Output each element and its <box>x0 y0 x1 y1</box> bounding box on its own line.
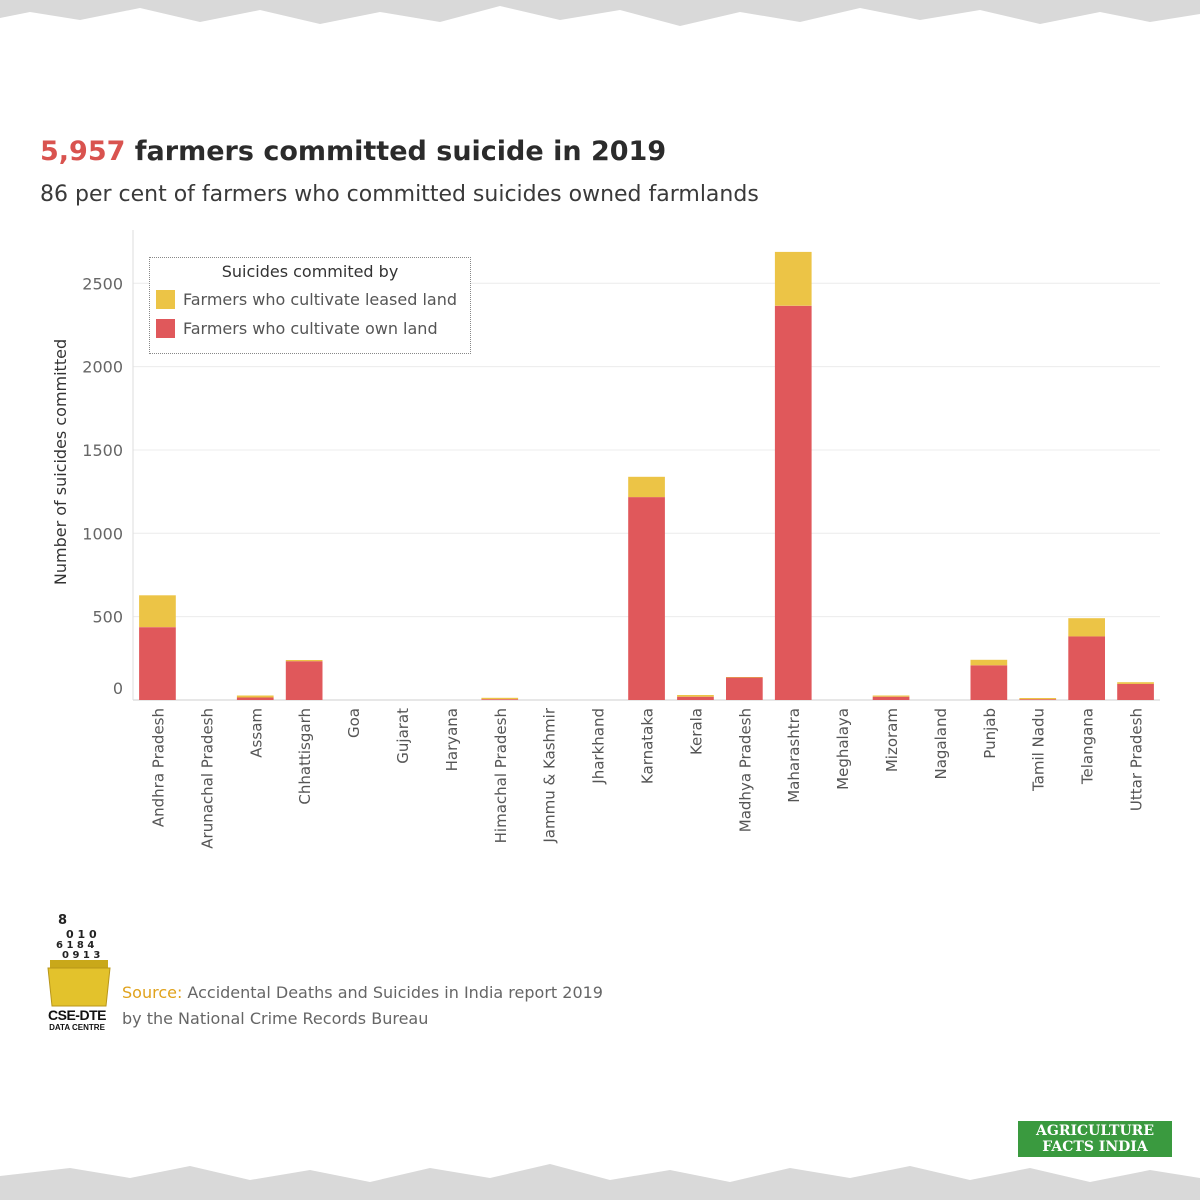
x-category-label: Mizoram <box>883 708 901 772</box>
bar-own-tamil-nadu <box>1019 699 1057 700</box>
bar-own-uttar-pradesh <box>1117 683 1154 700</box>
bar-own-madhya-pradesh <box>726 677 763 700</box>
svg-text:0 1 0: 0 1 0 <box>66 928 97 941</box>
x-category-label: Tamil Nadu <box>1030 708 1048 792</box>
cse-dte-logo-icon: 8 0 1 0 6 1 8 4 0 9 1 3 <box>47 913 111 1007</box>
y-tick-label: 1000 <box>82 524 123 543</box>
logo-name: CSE-DTE <box>48 1007 106 1023</box>
bar-leased-uttar-pradesh <box>1117 682 1154 684</box>
logo-subname: DATA CENTRE <box>49 1023 105 1032</box>
bar-leased-mizoram <box>872 695 910 697</box>
title-text: farmers committed suicide in 2019 <box>125 136 667 167</box>
y-axis-title: Number of suicides committed <box>51 339 70 585</box>
bar-own-karnataka <box>628 497 665 700</box>
bar-leased-telangana <box>1068 618 1105 637</box>
legend-swatch-leased <box>156 289 175 309</box>
bar-leased-andhra-pradesh <box>139 595 176 628</box>
x-category-label: Jammu & Kashmir <box>541 707 559 843</box>
legend-title: Suicides commited by <box>221 262 399 281</box>
bar-own-punjab <box>970 665 1008 700</box>
x-category-label: Karnataka <box>639 708 657 784</box>
source-prefix: Source: <box>122 983 183 1002</box>
x-category-label: Meghalaya <box>834 708 852 790</box>
badge-line2: FACTS INDIA <box>1042 1139 1148 1155</box>
x-category-label: Goa <box>345 708 363 738</box>
source-line2: by the National Crime Records Bureau <box>122 1009 429 1028</box>
bar-own-chhattisgarh <box>285 661 323 700</box>
bar-own-maharashtra <box>774 305 812 700</box>
chart-subtitle: 86 per cent of farmers who committed sui… <box>40 182 759 207</box>
x-category-label: Maharashtra <box>785 708 803 803</box>
badge-line1: AGRICULTURE <box>1036 1123 1154 1139</box>
bar-leased-chhattisgarh <box>285 660 323 662</box>
legend-item-own: Farmers who cultivate own land <box>156 317 438 339</box>
bar-leased-kerala <box>677 695 714 697</box>
x-category-label: Arunachal Pradesh <box>198 708 216 849</box>
logo-label: CSE-DTE DATA CENTRE <box>44 1008 110 1032</box>
legend-label-own: Farmers who cultivate own land <box>183 318 438 338</box>
bar-leased-maharashtra <box>774 251 812 306</box>
bar-own-assam <box>236 697 274 700</box>
bar-leased-madhya-pradesh <box>726 677 763 678</box>
bar-own-himachal-pradesh <box>481 699 519 700</box>
bar-leased-karnataka <box>628 476 665 498</box>
torn-paper-top <box>0 0 1200 26</box>
x-category-label: Jharkhand <box>590 708 608 785</box>
y-tick-label: 500 <box>92 608 123 627</box>
bars <box>139 251 1154 700</box>
y-tick-label: 2500 <box>82 274 123 293</box>
title-highlight-number: 5,957 <box>40 136 126 167</box>
x-category-label: Himachal Pradesh <box>492 708 510 843</box>
y-tick-label: 2000 <box>82 358 123 377</box>
torn-paper-bottom <box>0 1164 1200 1200</box>
chart-title: 5,957 farmers committed suicide in 2019 <box>40 136 666 167</box>
x-category-label: Madhya Pradesh <box>736 708 754 832</box>
x-category-label: Kerala <box>687 708 705 755</box>
x-category-label: Telangana <box>1079 708 1097 785</box>
bar-own-andhra-pradesh <box>139 627 176 700</box>
legend-item-leased: Farmers who cultivate leased land <box>156 288 457 310</box>
source-note: Source: Accidental Deaths and Suicides i… <box>122 980 603 1032</box>
x-category-label: Assam <box>247 708 265 758</box>
x-category-label: Chhattisgarh <box>296 708 314 805</box>
legend: Suicides commited by Farmers who cultiva… <box>149 257 471 354</box>
bar-leased-tamil-nadu <box>1019 698 1057 700</box>
y-tick-label: 1500 <box>82 441 123 460</box>
legend-label-leased: Farmers who cultivate leased land <box>183 289 458 309</box>
source-line1: Accidental Deaths and Suicides in India … <box>182 983 603 1002</box>
bar-own-mizoram <box>872 696 910 700</box>
bar-own-telangana <box>1068 636 1105 700</box>
bar-leased-punjab <box>970 659 1008 666</box>
legend-swatch-own <box>156 318 175 338</box>
x-category-label: Nagaland <box>932 708 950 780</box>
x-category-label: Gujarat <box>394 708 412 764</box>
x-category-label: Andhra Pradesh <box>150 708 168 827</box>
bar-own-kerala <box>677 696 714 700</box>
x-category-label: Haryana <box>443 708 461 771</box>
category-labels: Andhra Pradesh Arunachal Pradesh Assam Chha… <box>150 707 1146 849</box>
agriculture-facts-india-badge: AGRICULTURE FACTS INDIA <box>1018 1121 1172 1157</box>
bar-leased-assam <box>236 695 274 698</box>
x-category-label: Uttar Pradesh <box>1128 708 1146 811</box>
y-tick-labels: 0 500 1000 1500 2000 2500 <box>82 274 123 698</box>
svg-text:0 9 1 3: 0 9 1 3 <box>62 950 100 961</box>
bar-chart: 0 500 1000 1500 2000 2500 Andhra Pradesh Aruna… <box>51 230 1160 849</box>
svg-text:6 1 8 4: 6 1 8 4 <box>56 940 94 951</box>
y-tick-label: 0 <box>113 679 123 698</box>
x-category-label: Punjab <box>981 708 999 759</box>
bar-leased-himachal-pradesh <box>481 697 519 700</box>
svg-text:8: 8 <box>58 913 67 928</box>
